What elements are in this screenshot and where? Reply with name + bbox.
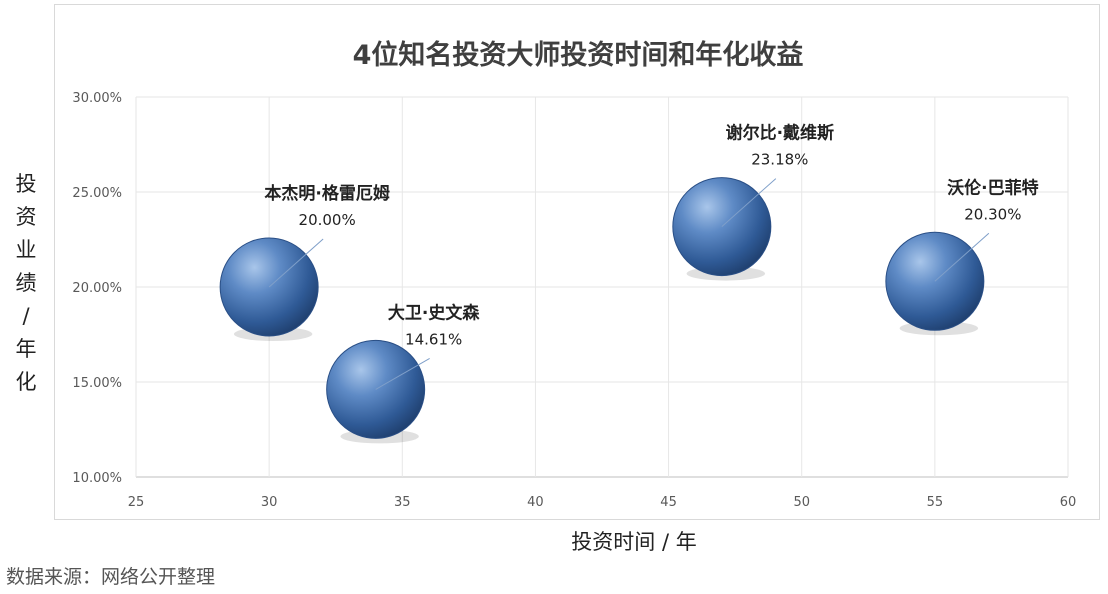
leader-line <box>375 357 430 390</box>
x-tick-label: 60 <box>1060 495 1077 510</box>
point-name-label: 本杰明·格雷厄姆 <box>264 183 389 204</box>
point-value-label: 20.30% <box>964 205 1021 223</box>
y-tick-label: 15.00% <box>72 376 122 391</box>
bubbles: 本杰明·格雷厄姆 20.00% 大卫·史文森 14.61% 谢尔比·戴维斯 23.18% 沃… <box>219 123 1039 444</box>
x-tick-label: 40 <box>527 495 544 510</box>
y-tick-label: 20.00% <box>72 281 122 296</box>
bubble-point: 大卫·史文森 14.61% <box>326 302 480 444</box>
x-tick-label: 45 <box>660 495 677 510</box>
bubble-marker <box>672 177 772 277</box>
y-tick-label: 30.00% <box>72 91 122 106</box>
x-tick-label: 35 <box>394 495 411 510</box>
y-axis-label: 投资业绩 / 年化 <box>15 172 37 394</box>
leader-line <box>934 232 990 282</box>
axis-ticks: 10.00% 15.00% 20.00% 25.00% 30.00% 25 30 35 40 45… <box>72 91 1076 510</box>
x-axis-label: 投资时间 / 年 <box>571 530 697 554</box>
leader-line <box>721 178 777 227</box>
chart-title: 4位知名投资大师投资时间和年化收益 <box>352 40 804 71</box>
x-tick-label: 30 <box>261 495 278 510</box>
x-tick-label: 50 <box>793 495 810 510</box>
y-tick-label: 25.00% <box>72 186 122 201</box>
point-name-label: 沃伦·巴菲特 <box>947 177 1038 198</box>
point-name-label: 大卫·史文森 <box>388 302 480 323</box>
point-value-label: 20.00% <box>299 211 356 229</box>
point-value-label: 23.18% <box>751 151 808 169</box>
leader-line <box>268 238 324 288</box>
bubble-point: 沃伦·巴菲特 20.30% <box>885 177 1039 336</box>
bubble-point: 本杰明·格雷厄姆 20.00% <box>219 183 390 341</box>
bubble-point: 谢尔比·戴维斯 23.18% <box>672 123 834 281</box>
point-name-label: 谢尔比·戴维斯 <box>726 123 834 144</box>
point-value-label: 14.61% <box>405 330 462 348</box>
source-note: 数据来源：网络公开整理 <box>6 566 216 588</box>
y-tick-label: 10.00% <box>72 471 122 486</box>
x-tick-label: 25 <box>128 495 145 510</box>
x-tick-label: 55 <box>927 495 944 510</box>
